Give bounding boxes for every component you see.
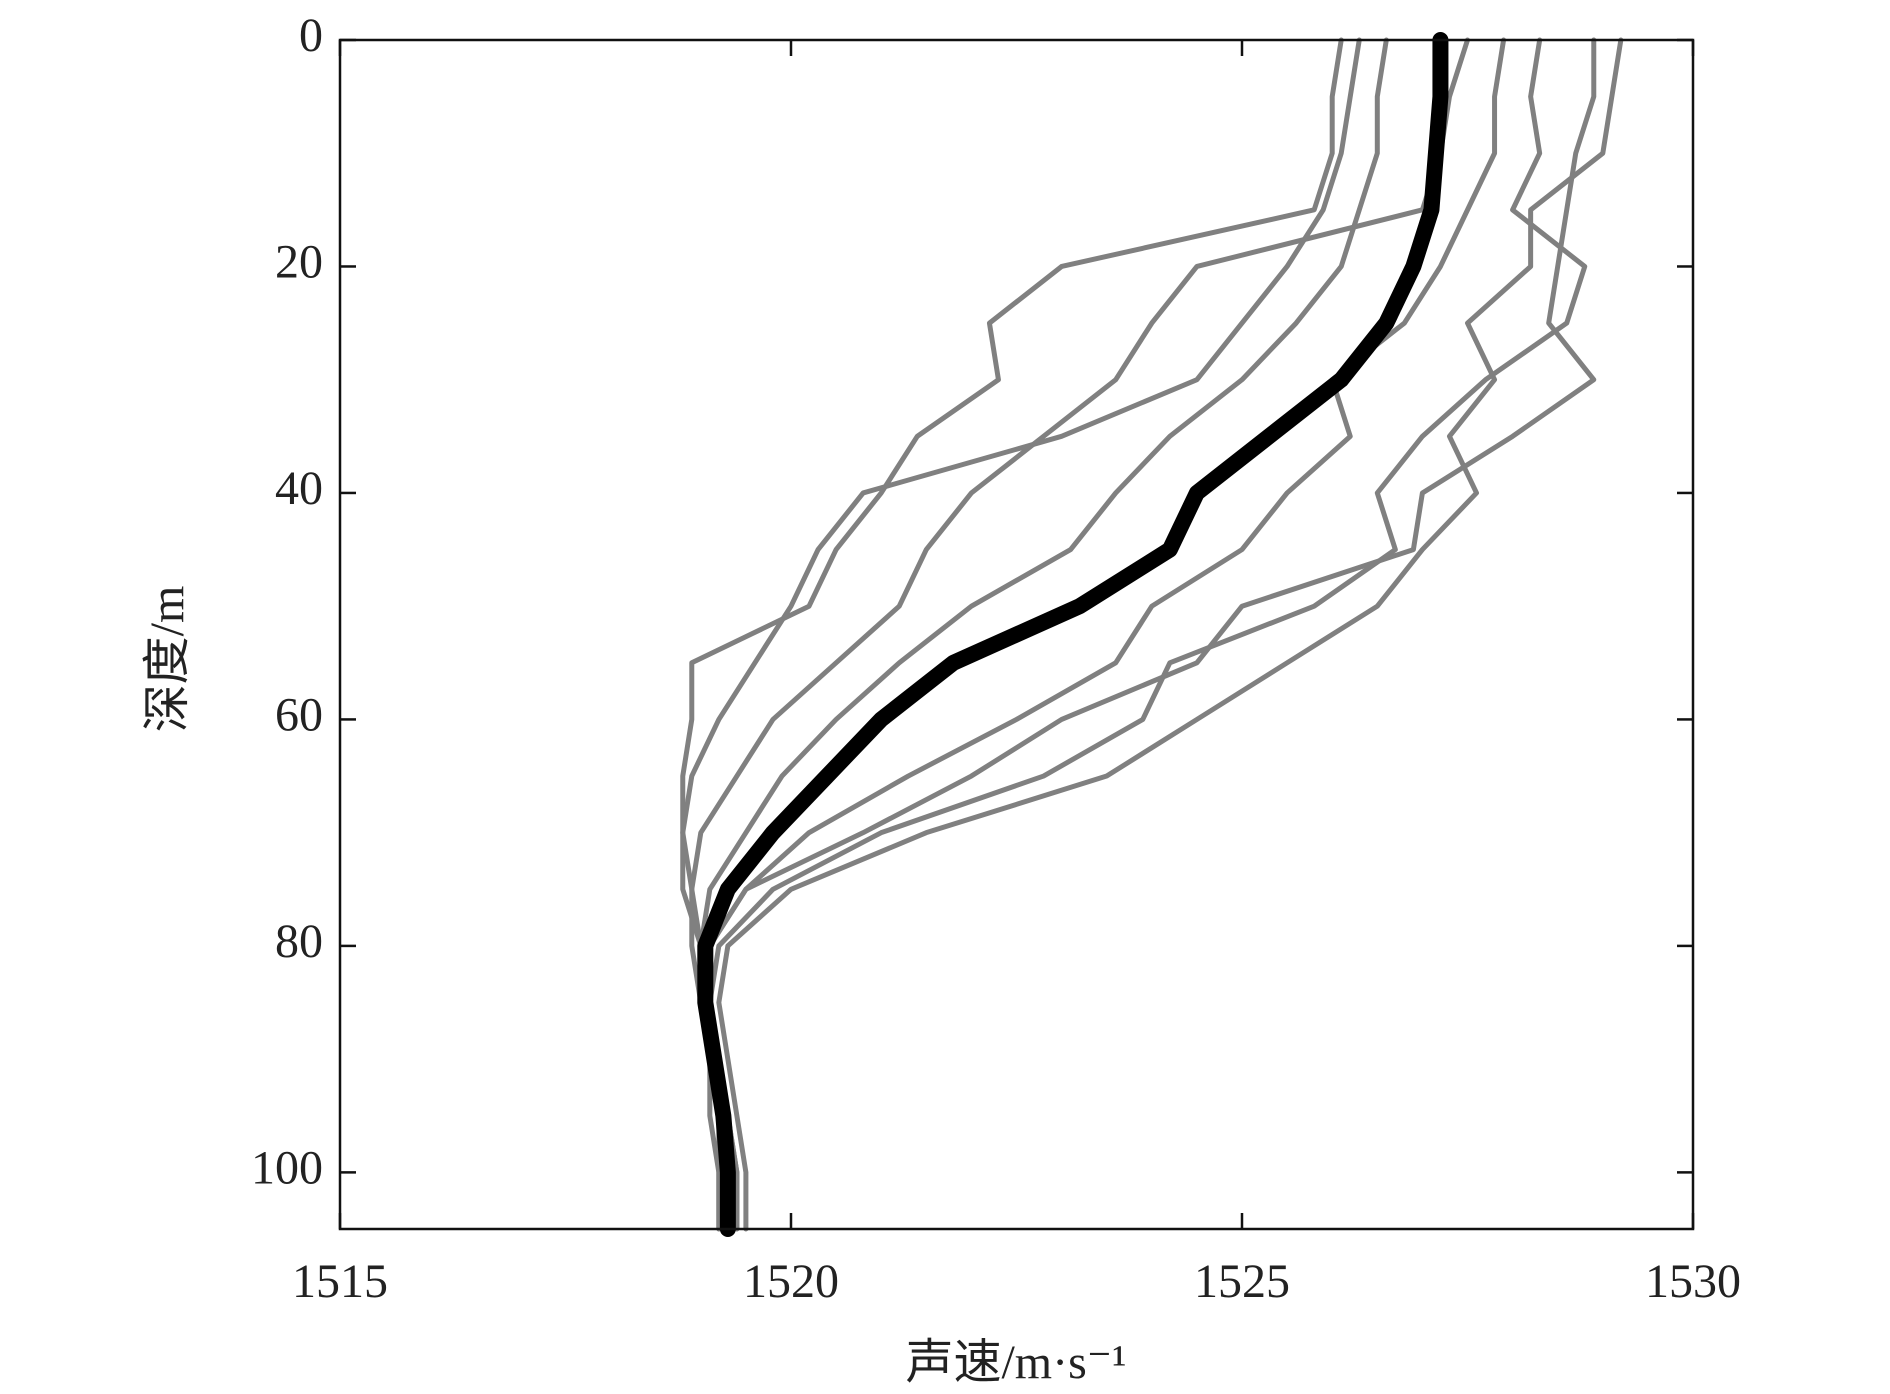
y-tick-label: 100	[251, 1141, 323, 1194]
x-tick-label: 1520	[743, 1255, 839, 1308]
x-axis-label: 声速/m·s⁻¹	[905, 1336, 1126, 1389]
y-tick-label: 80	[275, 915, 323, 968]
profile-line	[689, 37, 1470, 1232]
y-tick-label: 0	[299, 9, 323, 62]
profile-line	[716, 37, 1624, 1232]
y-axis-label: 深度/m	[141, 586, 194, 733]
y-tick-label: 20	[275, 235, 323, 288]
profile-line	[697, 32, 1449, 1237]
x-tick-label: 1515	[292, 1255, 388, 1308]
plot-frame	[338, 38, 1695, 1231]
x-tick-label: 1525	[1194, 1255, 1290, 1308]
y-tick-label: 60	[275, 688, 323, 741]
x-tick-label: 1530	[1645, 1255, 1741, 1308]
y-tick-label: 40	[275, 462, 323, 515]
profile-line	[707, 37, 1588, 1232]
